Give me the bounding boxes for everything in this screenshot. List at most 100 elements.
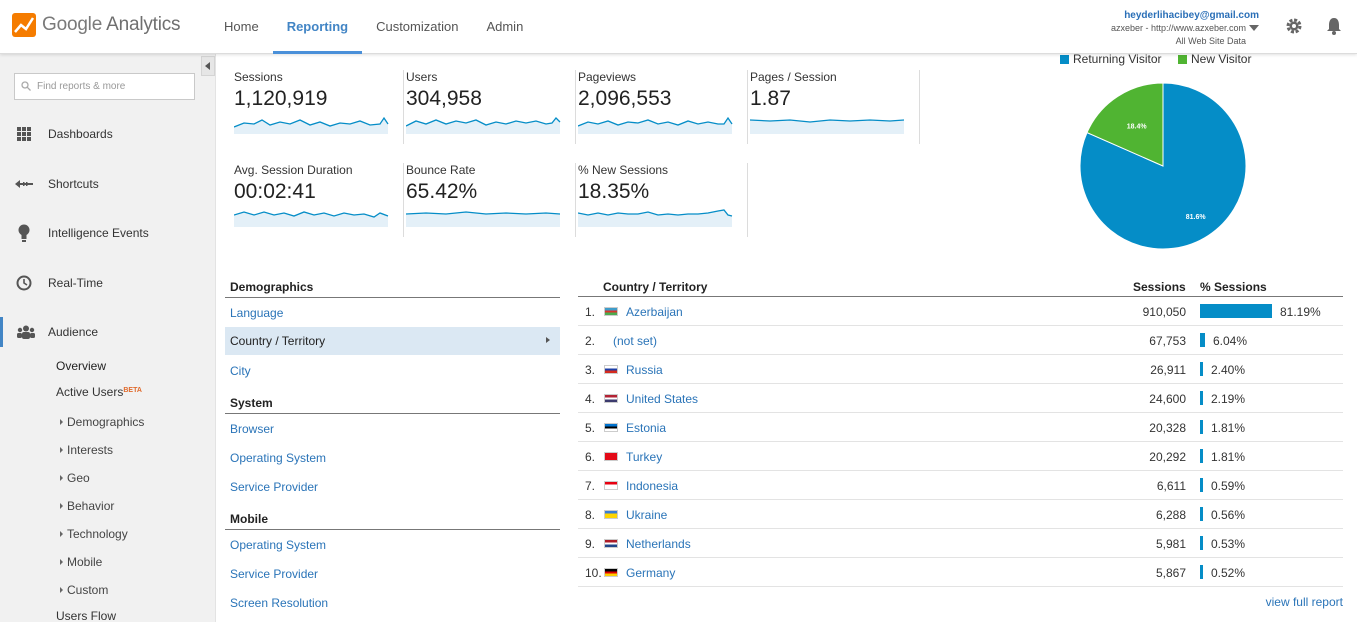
sessions-value: 6,611: [1156, 479, 1186, 493]
beta-badge: BETA: [123, 387, 142, 394]
sparkline: [406, 117, 561, 134]
metric-bounce-rate[interactable]: Bounce Rate 65.42%: [406, 163, 576, 237]
pct-sessions-value: 0.59%: [1211, 479, 1246, 493]
country-link[interactable]: Ukraine: [626, 508, 668, 522]
sparkline: [406, 211, 561, 227]
sidebar-item-label: Audience: [48, 325, 99, 339]
table-row: 7. Indonesia 6,611 0.59%: [578, 471, 1343, 500]
metric-pageviews[interactable]: Pageviews 2,096,553: [578, 70, 748, 144]
sparkline: [234, 116, 389, 134]
sidebar-item-active-users[interactable]: Active UsersBETA: [56, 385, 142, 399]
country-link[interactable]: Turkey: [626, 450, 663, 464]
sidebar-item-overview[interactable]: Overview: [56, 359, 107, 373]
country-link[interactable]: Azerbaijan: [626, 305, 683, 319]
country-link[interactable]: Germany: [626, 566, 676, 580]
pct-sessions-value: 2.19%: [1211, 392, 1246, 406]
table-row: 6. Turkey 20,292 1.81%: [578, 442, 1343, 471]
pct-sessions-bar: [1200, 304, 1272, 318]
dimension-link-city[interactable]: City: [230, 364, 251, 378]
column-header-pct-sessions[interactable]: % Sessions: [1200, 280, 1267, 294]
dimension-link-mobile-os[interactable]: Operating System: [230, 538, 327, 552]
row-number: 10.: [585, 566, 602, 580]
legend-new-visitor[interactable]: New Visitor: [1178, 52, 1251, 66]
sidebar-item-custom[interactable]: Custom: [60, 583, 108, 597]
sidebar-item-users-flow[interactable]: Users Flow: [56, 609, 117, 623]
sidebar-item-label: Intelligence Events: [48, 226, 149, 240]
pct-sessions-value: 0.52%: [1211, 566, 1246, 580]
legend-swatch: [1060, 54, 1069, 64]
chevron-down-icon[interactable]: [1249, 25, 1259, 31]
sidebar-item-technology[interactable]: Technology: [60, 527, 128, 541]
pct-sessions-bar: [1200, 333, 1205, 347]
dimension-link-service-provider[interactable]: Service Provider: [230, 480, 319, 494]
sidebar-item-geo[interactable]: Geo: [60, 471, 90, 485]
sidebar-item-mobile[interactable]: Mobile: [60, 555, 102, 569]
nav-admin[interactable]: Admin: [486, 19, 524, 34]
country-link[interactable]: United States: [626, 392, 699, 406]
sidebar-item-dashboards[interactable]: Dashboards: [0, 119, 216, 149]
dimension-link-operating-system[interactable]: Operating System: [230, 451, 327, 465]
pct-sessions-value: 1.81%: [1211, 421, 1246, 435]
metric-value: 1.87: [750, 87, 791, 110]
sidebar-item-audience[interactable]: Audience: [0, 317, 216, 347]
nav-home[interactable]: Home: [224, 19, 259, 34]
dimension-group-system: System: [225, 396, 560, 414]
dimension-link-mobile-service-provider[interactable]: Service Provider: [230, 567, 319, 581]
sidebar-item-label: Active Users: [56, 385, 124, 399]
gear-icon[interactable]: [1284, 16, 1304, 36]
sidebar-collapse-button[interactable]: [201, 56, 215, 76]
column-header-sessions[interactable]: Sessions: [1133, 280, 1186, 294]
legend-returning-visitor[interactable]: Returning Visitor: [1060, 52, 1162, 66]
metric-label: % New Sessions: [578, 163, 669, 177]
pie-slice-new-visitor[interactable]: [1086, 82, 1164, 167]
sessions-value: 20,328: [1149, 421, 1186, 435]
country-link[interactable]: Indonesia: [626, 479, 679, 493]
table-row: 8. Ukraine 6,288 0.56%: [578, 500, 1343, 529]
account-property: azxeber - http://www.azxeber.com: [1110, 23, 1246, 33]
column-header-country[interactable]: Country / Territory: [603, 280, 708, 294]
sessions-value: 5,981: [1155, 537, 1186, 551]
table-row: 2. (not set) 67,753 6.04%: [578, 326, 1343, 355]
metric-pages-session[interactable]: Pages / Session 1.87: [750, 70, 920, 144]
sidebar-item-shortcuts[interactable]: Shortcuts: [0, 169, 216, 199]
sparkline: [578, 116, 733, 134]
country-link[interactable]: Estonia: [626, 421, 667, 435]
dimension-link-browser[interactable]: Browser: [230, 422, 275, 436]
metric-users[interactable]: Users 304,958: [406, 70, 576, 144]
account-selector[interactable]: heyderlihacibey@gmail.com azxeber - http…: [1111, 9, 1259, 48]
country-link[interactable]: Netherlands: [626, 537, 691, 551]
sidebar-item-behavior[interactable]: Behavior: [60, 499, 114, 513]
sidebar-item-interests[interactable]: Interests: [60, 443, 113, 457]
metric-avg-session-duration[interactable]: Avg. Session Duration 00:02:41: [234, 163, 404, 237]
dimension-link-screen-resolution[interactable]: Screen Resolution: [230, 596, 329, 610]
country-link[interactable]: (not set): [613, 334, 658, 348]
grid-icon: [0, 127, 48, 141]
view-full-report-link[interactable]: view full report: [1265, 595, 1343, 609]
nav-reporting[interactable]: Reporting: [272, 0, 363, 54]
metric-value: 2,096,553: [578, 87, 672, 110]
dimension-link-country[interactable]: Country / Territory: [225, 327, 560, 355]
metric-sessions[interactable]: Sessions 1,120,919: [234, 70, 404, 144]
metric-new-sessions[interactable]: % New Sessions 18.35%: [578, 163, 748, 237]
search-input[interactable]: Find reports & more: [14, 73, 195, 100]
table-row: 4. United States 24,600 2.19%: [578, 384, 1343, 413]
country-link[interactable]: Russia: [626, 363, 663, 377]
bell-icon[interactable]: [1324, 16, 1344, 36]
nav-customization[interactable]: Customization: [376, 19, 459, 34]
flag-icon: [604, 481, 618, 490]
top-bar: Google Analytics Home Reporting Customiz…: [0, 0, 1357, 54]
sidebar-item-real-time[interactable]: Real-Time: [0, 268, 216, 298]
table-row: 5. Estonia 20,328 1.81%: [578, 413, 1343, 442]
app-logo[interactable]: Google Analytics: [12, 13, 181, 37]
flag-icon: [604, 423, 618, 432]
sidebar-item-demographics[interactable]: Demographics: [60, 415, 144, 429]
clock-icon: [0, 275, 48, 291]
people-icon: [3, 325, 48, 339]
dimension-link-language[interactable]: Language: [230, 306, 284, 320]
sidebar-item-intelligence-events[interactable]: Intelligence Events: [0, 218, 216, 248]
flag-icon: [604, 452, 618, 461]
pie-slice-label: 81.6%: [1186, 214, 1207, 221]
pct-sessions-value: 81.19%: [1280, 305, 1321, 319]
lightbulb-icon: [0, 224, 48, 242]
flag-icon: [604, 510, 618, 519]
